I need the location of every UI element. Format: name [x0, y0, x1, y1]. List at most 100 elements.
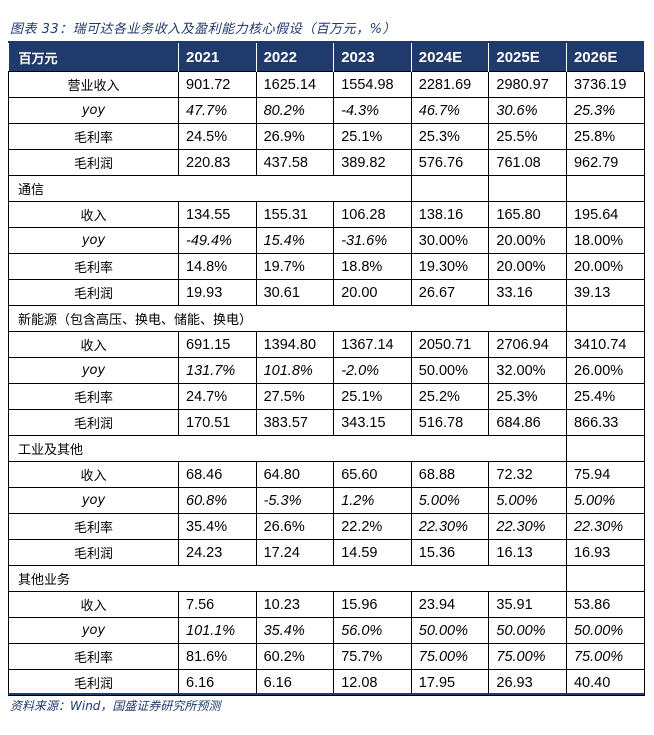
table-cell — [565, 305, 645, 332]
header-year: 2021 — [178, 43, 257, 72]
assumptions-table: 百万元 2021 2022 2023 2024E 2025E 2026E 营业收… — [8, 43, 645, 696]
table-cell: 15.36 — [410, 539, 490, 566]
table-cell: 866.33 — [565, 409, 645, 436]
table-cell: 18.8% — [333, 253, 412, 280]
section-title: 通信 — [8, 175, 412, 202]
table-cell: 14.59 — [333, 539, 412, 566]
row-label: 毛利润 — [8, 279, 179, 306]
table-cell: 25.2% — [410, 383, 490, 410]
table-cell: 15.96 — [333, 591, 412, 618]
table-cell: 26.9% — [255, 123, 335, 150]
table-row: yoy -49.4% 15.4% -31.6% 30.00% 20.00% 18… — [8, 227, 645, 254]
table-row: 毛利润 220.83 437.58 389.82 576.76 761.08 9… — [8, 149, 645, 176]
table-cell: 35.4% — [255, 617, 335, 644]
table-cell: 50.00% — [410, 357, 490, 384]
table-cell: 170.51 — [178, 409, 257, 436]
table-row: 毛利率 24.5% 26.9% 25.1% 25.3% 25.5% 25.8% — [8, 123, 645, 150]
table-cell: 25.4% — [565, 383, 645, 410]
row-label: 毛利率 — [8, 123, 179, 150]
table-cell: 22.30% — [488, 513, 567, 540]
row-label: 收入 — [8, 461, 179, 488]
table-cell: 343.15 — [333, 409, 412, 436]
table-cell: 2281.69 — [410, 71, 490, 98]
table-cell: 6.16 — [178, 669, 257, 696]
table-cell: -49.4% — [178, 227, 257, 254]
row-label: yoy — [8, 357, 179, 384]
table-row: 收入 7.56 10.23 15.96 23.94 35.91 53.86 — [8, 591, 645, 618]
table-cell: 155.31 — [255, 201, 335, 228]
table-row: yoy 47.7% 80.2% -4.3% 46.7% 30.6% 25.3% — [8, 97, 645, 124]
table-cell: 437.58 — [255, 149, 335, 176]
table-cell: 1554.98 — [333, 71, 412, 98]
table-cell: 24.7% — [178, 383, 257, 410]
table-row: 毛利率 24.7% 27.5% 25.1% 25.2% 25.3% 25.4% — [8, 383, 645, 410]
table-cell: 24.5% — [178, 123, 257, 150]
table-cell: 53.86 — [565, 591, 645, 618]
table-row: 毛利率 81.6% 60.2% 75.7% 75.00% 75.00% 75.0… — [8, 643, 645, 670]
table-cell: 165.80 — [488, 201, 567, 228]
table-row: 毛利润 6.16 6.16 12.08 17.95 26.93 40.40 — [8, 669, 645, 696]
table-cell: 17.95 — [410, 669, 490, 696]
section-title: 新能源（包含高压、换电、储能、换电） — [8, 305, 567, 332]
header-unit: 百万元 — [8, 43, 179, 72]
table-cell: 35.91 — [488, 591, 567, 618]
table-row: 毛利润 170.51 383.57 343.15 516.78 684.86 8… — [8, 409, 645, 436]
table-cell: 22.2% — [333, 513, 412, 540]
table-cell — [565, 565, 645, 592]
table-row: yoy 60.8% -5.3% 1.2% 5.00% 5.00% 5.00% — [8, 487, 645, 514]
table-cell: 20.00% — [488, 253, 567, 280]
table-cell: 25.3% — [565, 97, 645, 124]
table-cell: 383.57 — [255, 409, 335, 436]
table-cell: 30.61 — [255, 279, 335, 306]
table-cell: 2706.94 — [488, 331, 567, 358]
table-cell: 106.28 — [333, 201, 412, 228]
table-cell: 68.46 — [178, 461, 257, 488]
section-row-telecom: 通信 — [8, 175, 645, 202]
figure-caption: 图表 33：瑞可达各业务收入及盈利能力核心假设（百万元，%） — [10, 22, 397, 37]
table-cell: 220.83 — [178, 149, 257, 176]
table-cell: 25.3% — [410, 123, 490, 150]
table-cell: 50.00% — [565, 617, 645, 644]
header-year: 2023 — [333, 43, 412, 72]
table-cell: 19.7% — [255, 253, 335, 280]
table-cell: 10.23 — [255, 591, 335, 618]
table-cell: 101.1% — [178, 617, 257, 644]
table-cell: 19.30% — [410, 253, 490, 280]
table-cell: 64.80 — [255, 461, 335, 488]
table-cell: 12.08 — [333, 669, 412, 696]
table-cell: 18.00% — [565, 227, 645, 254]
table-cell: 72.32 — [488, 461, 567, 488]
table-cell: 27.5% — [255, 383, 335, 410]
row-label: 毛利润 — [8, 669, 179, 696]
table-cell: 68.88 — [410, 461, 490, 488]
table-cell: 75.00% — [410, 643, 490, 670]
section-title: 其他业务 — [8, 565, 567, 592]
table-cell: 6.16 — [255, 669, 335, 696]
table-cell: 33.16 — [488, 279, 567, 306]
table-cell: 40.40 — [565, 669, 645, 696]
table-cell: -2.0% — [333, 357, 412, 384]
section-row-new-energy: 新能源（包含高压、换电、储能、换电） — [8, 305, 645, 332]
table-cell: 134.55 — [178, 201, 257, 228]
table-cell: 32.00% — [488, 357, 567, 384]
row-label: 毛利润 — [8, 409, 179, 436]
row-label: yoy — [8, 487, 179, 514]
table-cell: 901.72 — [178, 71, 257, 98]
row-label: 毛利率 — [8, 253, 179, 280]
table-cell: 26.00% — [565, 357, 645, 384]
table-cell: 26.93 — [488, 669, 567, 696]
section-row-industrial: 工业及其他 — [8, 435, 645, 462]
table-row: yoy 131.7% 101.8% -2.0% 50.00% 32.00% 26… — [8, 357, 645, 384]
table-cell: 138.16 — [410, 201, 490, 228]
row-label: yoy — [8, 227, 179, 254]
table-cell: 684.86 — [488, 409, 567, 436]
table-cell: 75.7% — [333, 643, 412, 670]
table-row: 营业收入 901.72 1625.14 1554.98 2281.69 2980… — [8, 71, 645, 98]
table-cell: 60.8% — [178, 487, 257, 514]
table-bottom-divider — [8, 693, 644, 695]
table-cell: 20.00% — [565, 253, 645, 280]
table-row: 毛利润 19.93 30.61 20.00 26.67 33.16 39.13 — [8, 279, 645, 306]
table-cell: 24.23 — [178, 539, 257, 566]
table-cell: 50.00% — [410, 617, 490, 644]
table-cell: 25.3% — [488, 383, 567, 410]
